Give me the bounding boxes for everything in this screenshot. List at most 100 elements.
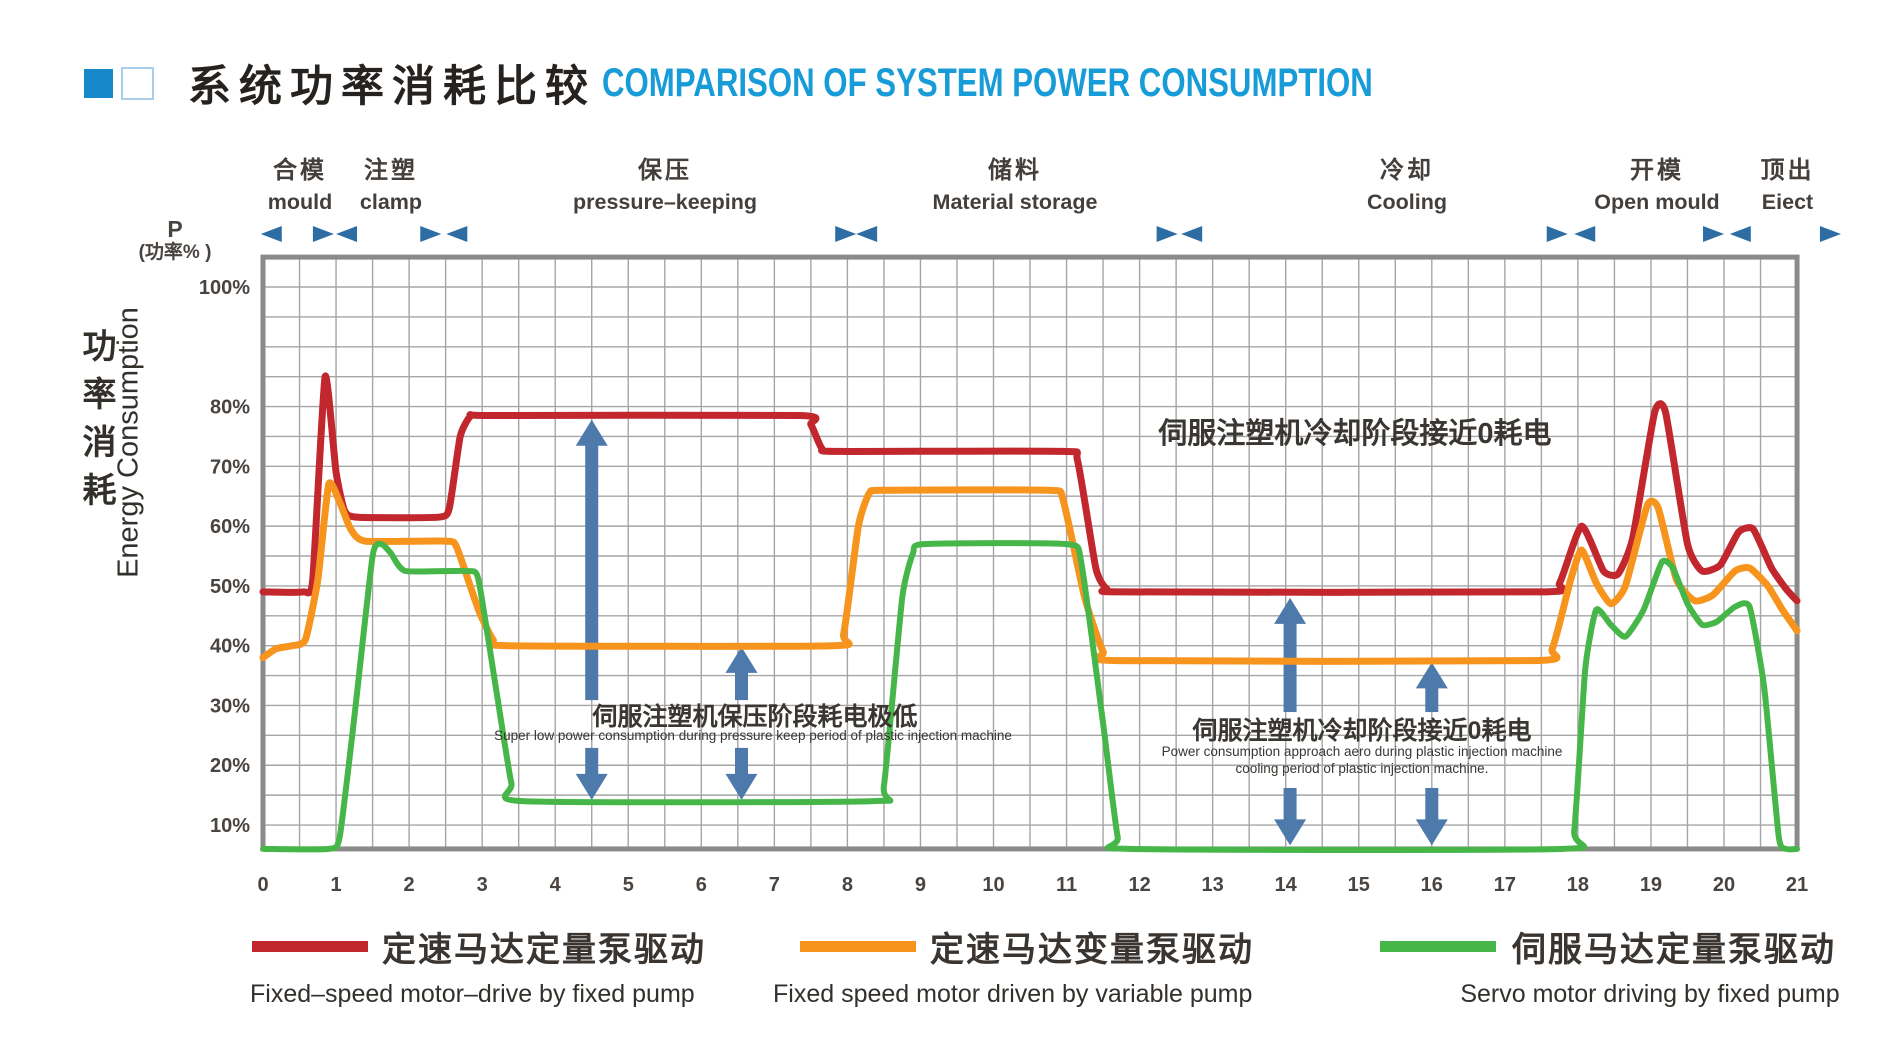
x-tick-label: 16 [1421, 874, 1443, 896]
phase-material-storage: 储料 Material storage [865, 150, 1165, 215]
phase-storage-zh: 储料 [988, 157, 1042, 184]
x-tick-label: 11 [1056, 874, 1077, 896]
legend-label-zh-fixed-pump: 定速马达定量泵驱动 [382, 931, 706, 969]
title-bullet-filled-icon [84, 68, 113, 98]
phase-clamp-en: clamp [359, 190, 423, 214]
marker-right-icon [835, 226, 857, 242]
series-green-servo-line [260, 540, 1800, 853]
marker-right-icon [312, 226, 334, 242]
axis-tick-labels: 100%80%70%60%50%40%30%20%10%0 1 2 3 4 5 6 7 8 9 10… [199, 277, 1808, 896]
phase-open-zh: 开模 [1630, 157, 1684, 184]
x-tick-label: 10 [982, 874, 1004, 896]
x-tick-label: 2 [404, 874, 415, 896]
series-red-fixed-pump-line [259, 372, 1801, 605]
grid [262, 257, 1798, 849]
title-bullet-outline-icon [121, 66, 154, 100]
arrow-shaft [1283, 787, 1297, 822]
x-tick-label: 8 [842, 874, 853, 896]
marker-left-icon [1729, 226, 1751, 242]
plot-border [260, 254, 1800, 852]
y-axis-title-zh: 功率消耗 [77, 328, 115, 520]
phase-open-mould: 开模 Open mould [1527, 150, 1787, 215]
x-tick-label: 19 [1640, 874, 1662, 896]
annotation-pressure-zh: 伺服注塑机保压阶段耗电极低 [592, 703, 918, 731]
phase-mould-en: mould [267, 190, 333, 214]
phase-mould: 合模 mould [220, 150, 380, 215]
phase-boundary-markers [260, 226, 1841, 242]
phase-mould-zh: 合模 [273, 157, 327, 184]
arrow-head-down [1274, 819, 1307, 846]
marker-left-icon [1574, 226, 1596, 242]
y-axis-symbol: P (功率% ) [118, 218, 232, 264]
marker-left-icon [446, 226, 468, 242]
x-tick-label: 21 [1786, 874, 1808, 896]
marker-right-icon [1546, 226, 1568, 242]
marker-left-icon [1181, 226, 1203, 242]
phase-eject-en: Eiect [1761, 190, 1814, 214]
arrow-shaft [1283, 621, 1297, 713]
x-tick-label: 20 [1713, 874, 1735, 896]
legend-label-en-variable-pump: Fixed speed motor driven by variable pum… [773, 980, 1253, 1008]
arrow-shaft [734, 670, 748, 701]
phase-eject: 顶出 Eiect [1705, 150, 1870, 215]
phase-clamp: 注塑 clamp [311, 150, 471, 215]
x-tick-label: 1 [330, 874, 341, 896]
y-tick-label: 80% [210, 397, 250, 419]
arrow-head-up [575, 419, 608, 446]
phase-clamp-zh: 注塑 [364, 157, 418, 184]
phase-cooling-zh: 冷却 [1380, 157, 1434, 184]
x-tick-label: 18 [1567, 874, 1589, 896]
y-axis-title-en: Energy Consumption [112, 307, 145, 578]
y-tick-label: 50% [210, 576, 250, 598]
phase-cooling: 冷却 Cooling [1287, 150, 1527, 215]
annotation-cooling-zh: 伺服注塑机冷却阶段接近0耗电 [1192, 717, 1532, 745]
x-tick-label: 13 [1202, 874, 1224, 896]
page-title-en: COMPARISON OF SYSTEM POWER CONSUMPTION [602, 60, 1373, 105]
x-tick-label: 7 [769, 874, 780, 896]
legend-swatch-fixed-pump [252, 941, 368, 952]
arrow-shaft [585, 747, 599, 776]
y-tick-label: 40% [210, 636, 250, 658]
marker-left-icon [336, 226, 358, 242]
x-tick-label: 4 [550, 874, 562, 896]
y-tick-label: 60% [210, 516, 250, 538]
x-tick-label: 6 [696, 874, 707, 896]
phase-pressure-zh: 保压 [638, 157, 692, 184]
y-axis-unit: (功率% ) [138, 242, 212, 263]
arrow-shaft [585, 443, 599, 701]
x-tick-label: 9 [915, 874, 926, 896]
annotation-cooling-en: Power consumption approach aero during p… [1161, 744, 1563, 776]
x-tick-label: 14 [1275, 874, 1298, 896]
page-title-zh: 系统功率消耗比较 [188, 63, 596, 111]
annotation-pressure-en: Super low power consumption during press… [494, 728, 1012, 743]
arrow-head-down [575, 773, 608, 800]
phase-storage-en: Material storage [932, 190, 1098, 214]
legend-label-en-fixed-pump: Fixed–speed motor–drive by fixed pump [250, 980, 695, 1008]
y-tick-label: 10% [210, 815, 250, 837]
y-axis-p: P [167, 216, 183, 242]
y-tick-label: 20% [210, 755, 250, 777]
x-tick-label: 17 [1494, 874, 1516, 896]
marker-right-icon [420, 226, 442, 242]
x-tick-label: 5 [623, 874, 634, 896]
arrow-shaft [734, 747, 748, 776]
marker-right-icon [1156, 226, 1178, 242]
arrow-head-down [725, 773, 758, 800]
annotation-cooling-top: 伺服注塑机冷却阶段接近0耗电 [1158, 418, 1552, 450]
series-orange-variable-pump-line [259, 479, 1801, 665]
x-tick-label: 12 [1128, 874, 1150, 896]
marker-left-icon [856, 226, 878, 242]
phase-eject-zh: 顶出 [1760, 157, 1815, 184]
arrow-head-up [725, 646, 758, 673]
legend-label-zh-variable-pump: 定速马达变量泵驱动 [930, 931, 1254, 969]
arrow-head-up [1274, 597, 1307, 624]
y-tick-label: 30% [210, 695, 250, 717]
x-tick-label: 0 [257, 874, 268, 896]
phase-open-en: Open mould [1594, 190, 1720, 214]
title-row: 系统功率消耗比较 COMPARISON OF SYSTEM POWER CONS… [84, 52, 1590, 114]
marker-left-icon [260, 226, 282, 242]
comparison-arrows [575, 419, 1448, 846]
y-tick-label: 70% [210, 456, 250, 478]
